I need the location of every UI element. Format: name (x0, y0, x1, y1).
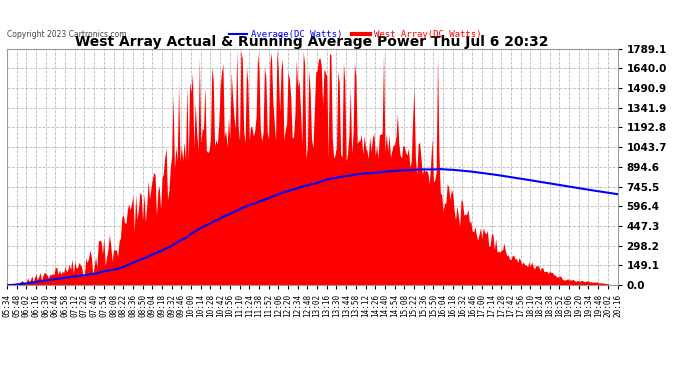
Legend: Average(DC Watts), West Array(DC Watts): Average(DC Watts), West Array(DC Watts) (225, 26, 485, 42)
Title: West Array Actual & Running Average Power Thu Jul 6 20:32: West Array Actual & Running Average Powe… (75, 35, 549, 49)
Text: Copyright 2023 Cartronics.com: Copyright 2023 Cartronics.com (7, 30, 126, 39)
